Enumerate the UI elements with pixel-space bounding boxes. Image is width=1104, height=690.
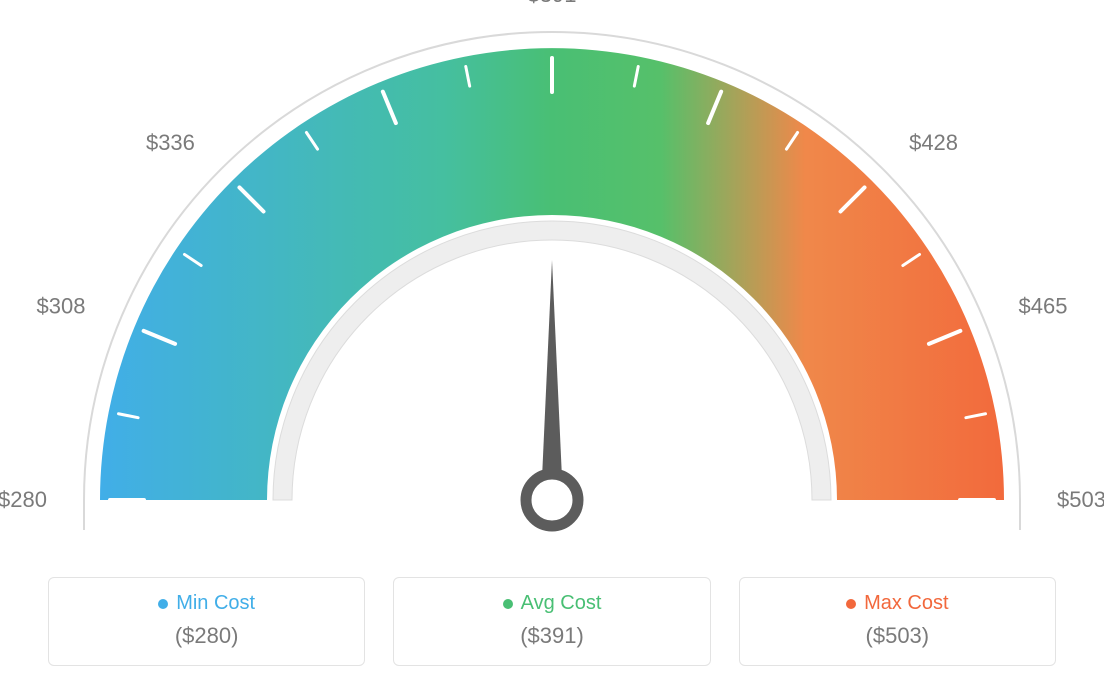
summary-cards-row: Min Cost ($280) Avg Cost ($391) Max Cost…: [48, 577, 1056, 666]
max-cost-value: ($503): [758, 623, 1037, 649]
gauge-tick-label: $503: [1057, 487, 1104, 512]
gauge-tick-label: $465: [1019, 294, 1068, 319]
gauge-tick-label: $280: [0, 487, 47, 512]
gauge-tick-label: $391: [528, 0, 577, 7]
min-cost-title-text: Min Cost: [176, 592, 255, 615]
cost-gauge-chart: $280 $308 $336 $391 $428 $465 $503 Min Cost ($…: [0, 0, 1104, 690]
max-cost-title-text: Max Cost: [864, 592, 948, 615]
min-dot-icon: [158, 599, 168, 609]
min-cost-card: Min Cost ($280): [48, 577, 365, 666]
gauge-area: $280 $308 $336 $391 $428 $465 $503: [0, 0, 1104, 560]
gauge-tick-label: $336: [146, 130, 195, 155]
gauge-tick-label: $428: [909, 130, 958, 155]
min-cost-value: ($280): [67, 623, 346, 649]
max-dot-icon: [846, 599, 856, 609]
gauge-svg: $280 $308 $336 $391 $428 $465 $503: [0, 0, 1104, 560]
gauge-tick-label: $308: [36, 294, 85, 319]
max-cost-title: Max Cost: [846, 592, 948, 615]
max-cost-card: Max Cost ($503): [739, 577, 1056, 666]
avg-cost-card: Avg Cost ($391): [393, 577, 710, 666]
avg-cost-title-text: Avg Cost: [521, 592, 602, 615]
avg-cost-value: ($391): [412, 623, 691, 649]
avg-dot-icon: [503, 599, 513, 609]
avg-cost-title: Avg Cost: [503, 592, 602, 615]
min-cost-title: Min Cost: [158, 592, 255, 615]
